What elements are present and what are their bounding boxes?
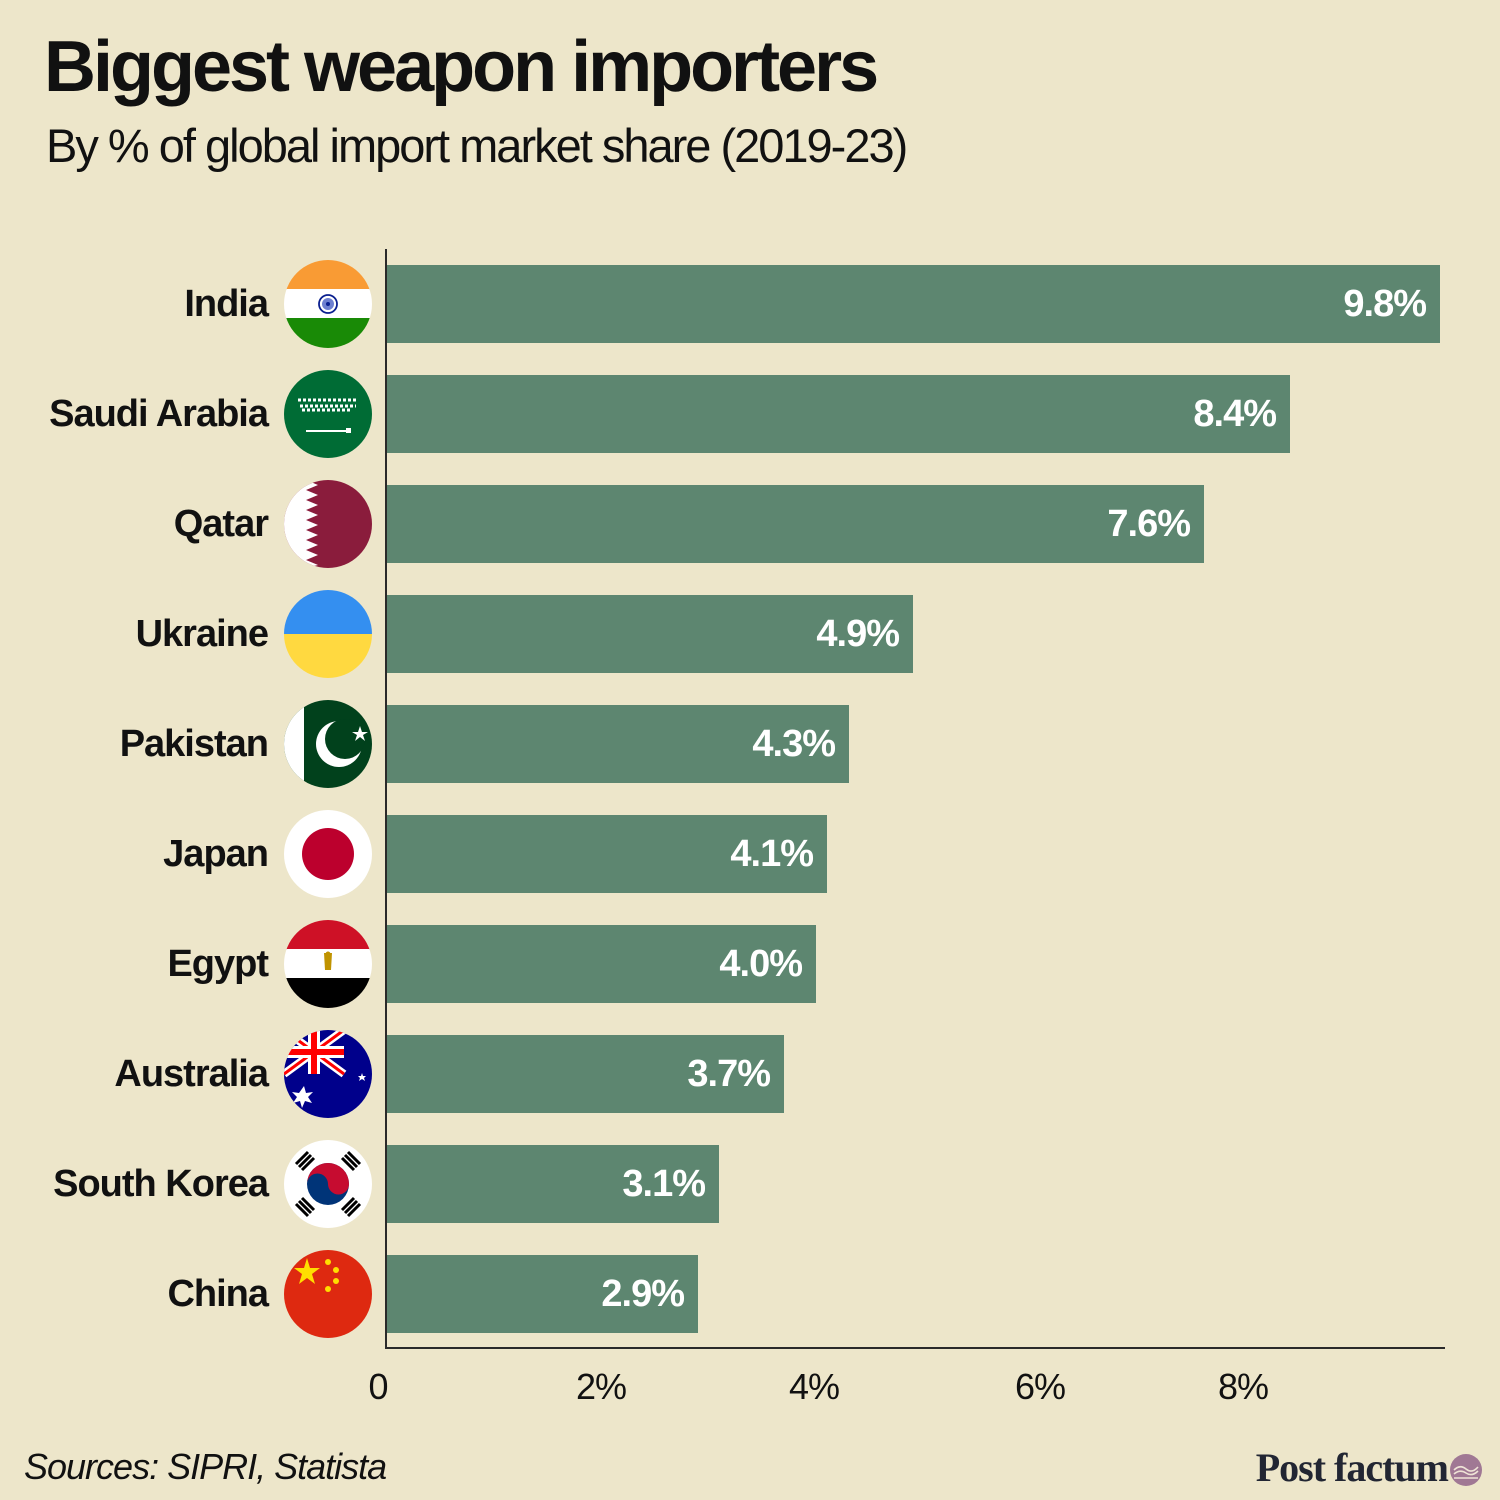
x-tick-label: 0 bbox=[368, 1366, 388, 1407]
china-flag-icon bbox=[284, 1250, 372, 1338]
bar: 4.3% bbox=[387, 705, 849, 783]
pakistan-flag-icon bbox=[284, 700, 372, 788]
page-subtitle: By % of global import market share (2019… bbox=[46, 119, 908, 172]
country-label: Australia bbox=[114, 1053, 269, 1095]
bar-row-pakistan: Pakistan 4.3% bbox=[0, 700, 1500, 788]
country-label: India bbox=[184, 283, 269, 325]
south-korea-flag-icon bbox=[284, 1140, 372, 1228]
country-label: Qatar bbox=[173, 503, 269, 545]
x-tick-label: 2% bbox=[575, 1366, 627, 1407]
value-label: 2.9% bbox=[601, 1273, 685, 1315]
brand-logo-icon bbox=[1450, 1454, 1482, 1486]
value-label: 4.9% bbox=[816, 613, 900, 655]
australia-flag-icon bbox=[284, 1030, 372, 1118]
value-label: 4.3% bbox=[752, 723, 836, 765]
bar: 4.9% bbox=[387, 595, 913, 673]
bar: 2.9% bbox=[387, 1255, 698, 1333]
brand-name: Post factum bbox=[1255, 1445, 1449, 1490]
japan-flag-icon bbox=[284, 810, 372, 898]
india-flag-icon bbox=[284, 260, 372, 348]
bar: 3.7% bbox=[387, 1035, 784, 1113]
country-label: South Korea bbox=[53, 1163, 269, 1205]
country-label: China bbox=[167, 1273, 269, 1315]
x-axis-line bbox=[385, 1347, 1445, 1349]
bar-row-china: China 2.9% bbox=[0, 1250, 1500, 1338]
source-note: Sources: SIPRI, Statista bbox=[24, 1446, 387, 1487]
x-tick-label: 6% bbox=[1014, 1366, 1066, 1407]
bar-row-japan: Japan 4.1% bbox=[0, 810, 1500, 898]
value-label: 3.7% bbox=[687, 1053, 771, 1095]
bar-row-qatar: Qatar 7.6% bbox=[0, 480, 1500, 568]
bar: 4.1% bbox=[387, 815, 827, 893]
bar-row-india: India 9.8% bbox=[0, 260, 1500, 348]
y-axis-line bbox=[385, 249, 387, 1348]
bar: 9.8% bbox=[387, 265, 1440, 343]
value-label: 3.1% bbox=[622, 1163, 706, 1205]
country-label: Japan bbox=[163, 833, 269, 875]
bar: 7.6% bbox=[387, 485, 1204, 563]
egypt-flag-icon bbox=[284, 920, 372, 1008]
value-label: 7.6% bbox=[1107, 503, 1191, 545]
bar-row-egypt: Egypt 4.0% bbox=[0, 920, 1500, 1008]
bar: 8.4% bbox=[387, 375, 1290, 453]
x-tick-label: 4% bbox=[788, 1366, 840, 1407]
page-title: Biggest weapon importers bbox=[44, 27, 879, 107]
bar: 4.0% bbox=[387, 925, 816, 1003]
saudi-arabia-flag-icon bbox=[284, 370, 372, 458]
qatar-flag-icon bbox=[284, 480, 372, 568]
country-label: Egypt bbox=[167, 943, 269, 985]
bar-row-saudi-arabia: Saudi Arabia 8.4% bbox=[0, 370, 1500, 458]
bar-row-australia: Australia 3.7% bbox=[0, 1030, 1500, 1118]
bar: 3.1% bbox=[387, 1145, 719, 1223]
value-label: 4.1% bbox=[730, 833, 814, 875]
bar-row-south-korea: South Korea 3.1% bbox=[0, 1140, 1500, 1228]
country-label: Ukraine bbox=[135, 613, 269, 655]
value-label: 9.8% bbox=[1343, 283, 1427, 325]
value-label: 4.0% bbox=[719, 943, 803, 985]
country-label: Saudi Arabia bbox=[49, 393, 269, 435]
ukraine-flag-icon bbox=[284, 590, 372, 678]
bar-row-ukraine: Ukraine 4.9% bbox=[0, 590, 1500, 678]
country-label: Pakistan bbox=[119, 723, 269, 765]
value-label: 8.4% bbox=[1193, 393, 1277, 435]
x-tick-label: 8% bbox=[1217, 1366, 1269, 1407]
